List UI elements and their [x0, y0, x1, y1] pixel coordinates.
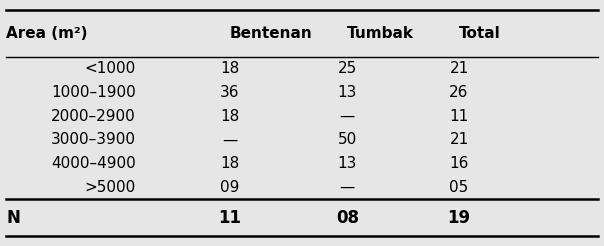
Text: 36: 36: [220, 85, 239, 100]
Text: <1000: <1000: [85, 61, 136, 76]
Text: 21: 21: [449, 132, 469, 147]
Text: 1000–1900: 1000–1900: [51, 85, 136, 100]
Text: Area (m²): Area (m²): [6, 26, 88, 41]
Text: —: —: [339, 108, 355, 123]
Text: 2000–2900: 2000–2900: [51, 108, 136, 123]
Text: Bentenan: Bentenan: [230, 26, 312, 41]
Text: 16: 16: [449, 156, 469, 171]
Text: >5000: >5000: [85, 180, 136, 195]
Text: 18: 18: [220, 108, 239, 123]
Text: N: N: [6, 209, 20, 227]
Text: 25: 25: [338, 61, 357, 76]
Text: 05: 05: [449, 180, 469, 195]
Text: Tumbak: Tumbak: [347, 26, 414, 41]
Text: 11: 11: [449, 108, 469, 123]
Text: 11: 11: [218, 209, 241, 227]
Text: 4000–4900: 4000–4900: [51, 156, 136, 171]
Text: 08: 08: [336, 209, 359, 227]
Text: 13: 13: [338, 156, 357, 171]
Text: —: —: [339, 180, 355, 195]
Text: 09: 09: [220, 180, 239, 195]
Text: 3000–3900: 3000–3900: [51, 132, 136, 147]
Text: 50: 50: [338, 132, 357, 147]
Text: 18: 18: [220, 156, 239, 171]
Text: 21: 21: [449, 61, 469, 76]
Text: 26: 26: [449, 85, 469, 100]
Text: —: —: [222, 132, 237, 147]
Text: Total: Total: [459, 26, 501, 41]
Text: 18: 18: [220, 61, 239, 76]
Text: 13: 13: [338, 85, 357, 100]
Text: 19: 19: [448, 209, 471, 227]
